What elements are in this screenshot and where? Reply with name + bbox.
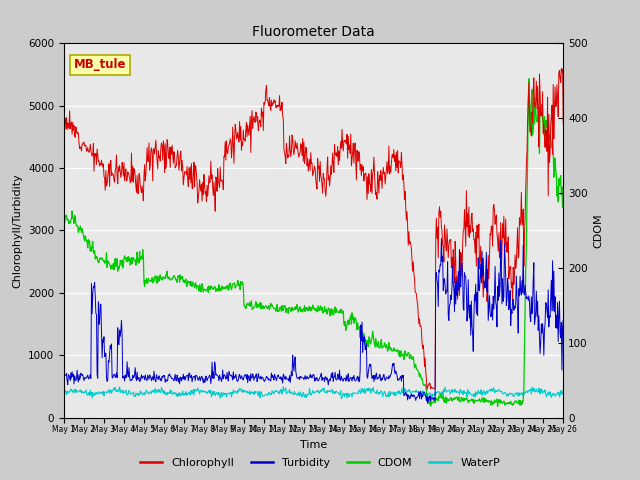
X-axis label: Time: Time bbox=[300, 440, 327, 450]
Text: MB_tule: MB_tule bbox=[74, 58, 127, 71]
Title: Fluorometer Data: Fluorometer Data bbox=[252, 25, 375, 39]
Y-axis label: Chlorophyll/Turbidity: Chlorophyll/Turbidity bbox=[13, 173, 22, 288]
Legend: Chlorophyll, Turbidity, CDOM, WaterP: Chlorophyll, Turbidity, CDOM, WaterP bbox=[136, 453, 504, 472]
Y-axis label: CDOM: CDOM bbox=[593, 213, 604, 248]
